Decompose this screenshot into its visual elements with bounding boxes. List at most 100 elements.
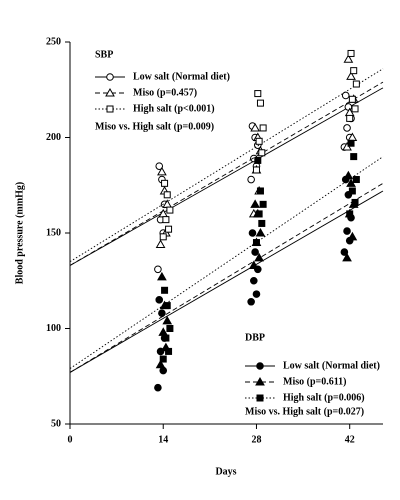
data-point [343, 124, 351, 132]
x-axis-label: Days [215, 466, 236, 477]
data-point [254, 252, 264, 262]
data-point [341, 91, 350, 100]
data-point [343, 227, 351, 235]
legend-marker [105, 87, 115, 97]
data-point [347, 139, 355, 147]
data-point [155, 359, 166, 369]
fit-line [69, 182, 384, 373]
data-point [347, 231, 358, 241]
legend-title: SBP [95, 49, 113, 60]
data-point [343, 54, 354, 63]
legend-marker [106, 105, 114, 113]
data-point [343, 170, 354, 180]
data-point [352, 80, 360, 88]
y-tick-label: 250 [46, 36, 61, 47]
data-point [340, 248, 349, 256]
data-point [348, 187, 356, 195]
data-point [350, 67, 358, 75]
legend-marker [256, 362, 264, 370]
data-point [165, 225, 173, 233]
data-point [346, 210, 354, 218]
data-point [258, 149, 266, 157]
data-point [259, 124, 267, 132]
data-point [166, 325, 174, 332]
legend-label: Low salt (Normal diet) [133, 71, 230, 82]
data-point [254, 156, 262, 164]
fit-line [69, 156, 384, 369]
data-point [352, 176, 360, 184]
data-point [248, 229, 257, 237]
data-point [247, 175, 255, 184]
data-point [346, 114, 354, 122]
data-point [247, 297, 255, 306]
legend-label: High salt (p<0.001) [133, 103, 215, 114]
data-point [252, 166, 260, 174]
legend-marker [255, 376, 265, 386]
annotation: Miso vs. High salt (p=0.027) [245, 406, 364, 417]
data-point [163, 191, 171, 199]
data-point [166, 206, 174, 214]
data-point [157, 166, 167, 176]
data-point [259, 200, 267, 208]
data-point [162, 315, 173, 325]
data-point [258, 219, 266, 227]
data-point [163, 302, 171, 310]
legend-label: Miso (p=0.457) [133, 87, 197, 98]
data-point [155, 296, 164, 304]
data-point [161, 179, 169, 187]
data-point [159, 355, 167, 363]
data-point [254, 90, 262, 98]
fit-line [69, 190, 384, 373]
fit-line [69, 68, 384, 263]
data-point [350, 153, 358, 161]
data-point [250, 122, 260, 132]
legend-marker [106, 73, 114, 81]
fit-line [69, 87, 384, 266]
data-point [162, 334, 170, 342]
y-tick-label: 150 [46, 227, 61, 238]
fit-line [69, 81, 384, 266]
data-point [154, 383, 162, 392]
data-point [158, 327, 169, 336]
data-point [342, 252, 352, 262]
data-point [255, 227, 266, 237]
y-axis-label: Blood pressure (mmHg) [14, 182, 25, 284]
data-point [248, 260, 259, 269]
data-point [255, 137, 263, 145]
data-point [344, 103, 353, 111]
legend-title: DBP [245, 332, 265, 343]
data-point [250, 276, 258, 285]
legend-label: High salt (p=0.006) [283, 392, 365, 403]
data-point [251, 248, 259, 256]
data-point [159, 233, 167, 241]
data-point [351, 198, 359, 206]
data-point [250, 199, 260, 208]
data-point [162, 216, 170, 224]
data-point [255, 210, 263, 218]
data-point [165, 347, 173, 355]
data-point [157, 271, 167, 281]
data-point [348, 95, 356, 103]
data-point [346, 71, 356, 80]
legend-label: Miso (p=0.611) [283, 376, 346, 387]
data-point [158, 309, 166, 318]
y-tick-label: 50 [51, 418, 61, 429]
x-tick-label: 0 [68, 434, 73, 445]
data-point [256, 187, 264, 195]
data-point [155, 239, 166, 248]
data-point [155, 162, 164, 170]
data-point [154, 265, 162, 274]
data-point [252, 239, 260, 247]
x-tick-label: 28 [251, 434, 261, 445]
annotation: Miso vs. High salt (p=0.009) [95, 121, 214, 132]
x-tick-label: 14 [158, 434, 168, 445]
data-point [351, 105, 359, 113]
data-point [161, 286, 169, 294]
y-tick-label: 200 [46, 132, 61, 143]
legend-marker [256, 394, 264, 402]
x-tick-label: 42 [345, 434, 355, 445]
legend-label: Low salt (Normal diet) [283, 360, 380, 371]
data-point [256, 99, 264, 107]
data-point [252, 290, 261, 298]
